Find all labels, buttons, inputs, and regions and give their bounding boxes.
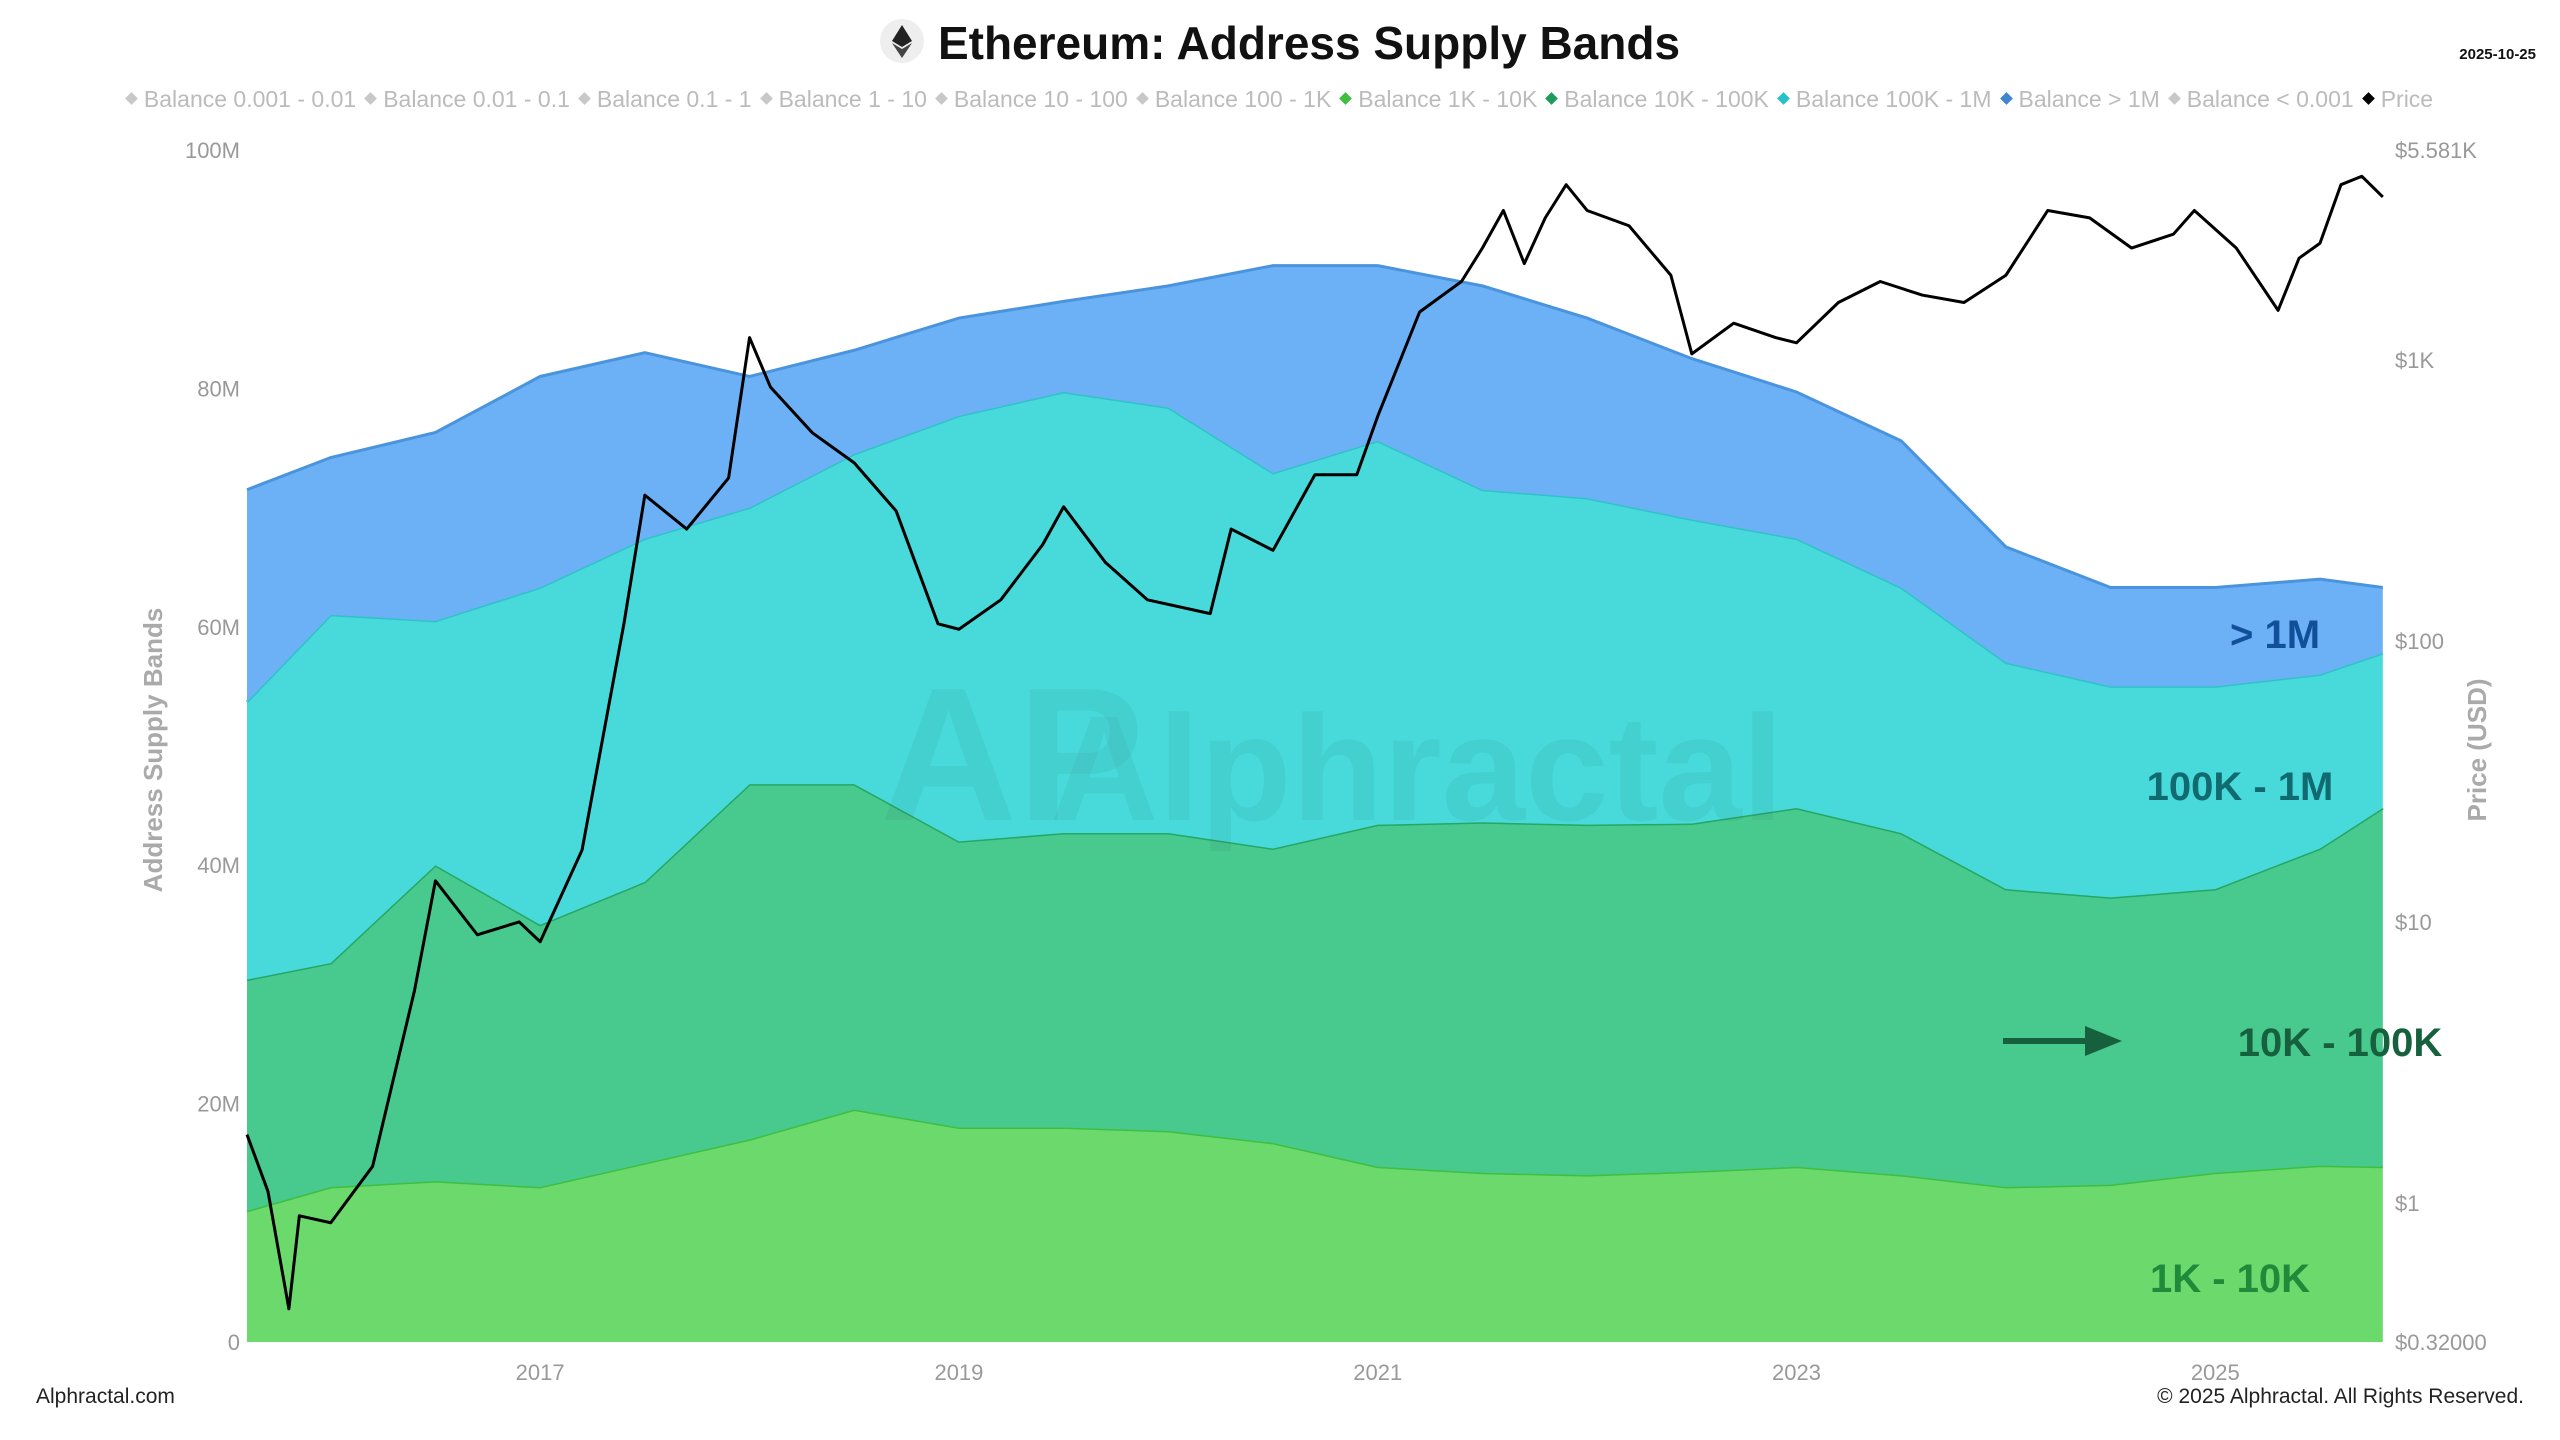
legend-label: Balance > 1M (2018, 86, 2160, 112)
footer-site: Alphractal.com (36, 1385, 175, 1408)
chart-title-text: Ethereum: Address Supply Bands (937, 17, 1681, 69)
legend-item[interactable]: Balance > 1M (1999, 86, 2160, 113)
legend-label: Balance 1 - 10 (778, 86, 927, 112)
y-tick-label: 0 (228, 1330, 240, 1355)
band-annotation: 10K - 100K (2238, 1021, 2443, 1065)
legend: Balance 0.001 - 0.01 Balance 0.01 - 0.1 Ba… (0, 86, 2560, 113)
legend-item[interactable]: Balance 1K - 10K (1339, 86, 1538, 113)
legend-label: Balance 100K - 1M (1795, 86, 1992, 112)
x-tick-label: 2021 (1353, 1360, 1402, 1385)
legend-label: Balance 100 - 1K (1154, 86, 1332, 112)
y2-tick-label: $100 (2395, 629, 2444, 654)
y-tick-label: 60M (197, 615, 240, 640)
y-tick-label: 40M (197, 853, 240, 878)
band-annotation: > 1M (2230, 613, 2320, 657)
area-band-1 (247, 784, 2383, 1211)
area-band-3 (247, 265, 2383, 702)
y2-axis-title: Price (USD) (2462, 678, 2492, 821)
watermark-logo-icon: AP (880, 649, 1144, 861)
legend-item[interactable]: Balance 10 - 100 (935, 86, 1128, 113)
footer-copyright: © 2025 Alphractal. All Rights Reserved. (2157, 1385, 2524, 1408)
x-tick-label: 2025 (2191, 1360, 2240, 1385)
y-tick-label: 80M (197, 376, 240, 401)
price-line (245, 174, 2384, 1311)
legend-label: Balance 0.01 - 0.1 (383, 86, 570, 112)
legend-item[interactable]: Balance < 0.001 (2167, 86, 2354, 113)
legend-label: Balance 1K - 10K (1358, 86, 1538, 112)
chart-title: Ethereum: Address Supply Bands (0, 16, 2560, 70)
y2-tick-label: $10 (2395, 910, 2432, 935)
legend-item[interactable]: Balance 100 - 1K (1135, 86, 1332, 113)
legend-label: Balance 0.1 - 1 (596, 86, 752, 112)
legend-item[interactable]: Balance 0.001 - 0.01 (125, 86, 357, 113)
legend-label: Price (2380, 86, 2434, 112)
ethereum-icon (879, 18, 924, 63)
y2-tick-label: $1K (2395, 348, 2434, 373)
band-annotation: 100K - 1M (2147, 765, 2334, 809)
legend-label: Balance 10K - 100K (1564, 86, 1769, 112)
legend-item[interactable]: Balance 0.1 - 1 (578, 86, 752, 113)
y2-tick-label: $1 (2395, 1191, 2419, 1216)
legend-label: Balance 10 - 100 (953, 86, 1128, 112)
legend-item[interactable]: Price (2361, 86, 2434, 113)
x-tick-label: 2023 (1772, 1360, 1821, 1385)
area-band-edge-3 (246, 264, 2384, 589)
y-axis-title: Address Supply Bands (138, 608, 168, 893)
watermark: Alphractal (1050, 684, 1784, 852)
area-band-0 (247, 1109, 2383, 1342)
y2-tick-label: $5.581K (2395, 138, 2477, 163)
area-band-2 (247, 391, 2383, 980)
arrow-head-icon (2085, 1026, 2122, 1056)
legend-item[interactable]: Balance 100K - 1M (1777, 86, 1992, 113)
x-tick-label: 2017 (516, 1360, 565, 1385)
legend-label: Balance < 0.001 (2186, 86, 2354, 112)
legend-label: Balance 0.001 - 0.01 (143, 86, 357, 112)
legend-item[interactable]: Balance 0.01 - 0.1 (364, 86, 570, 113)
band-annotation: 1K - 10K (2150, 1257, 2310, 1301)
legend-item[interactable]: Balance 10K - 100K (1545, 86, 1769, 113)
y-tick-label: 100M (185, 138, 240, 163)
legend-item[interactable]: Balance 1 - 10 (759, 86, 927, 113)
date-label: 2025-10-25 (2459, 46, 2536, 63)
y-tick-label: 20M (197, 1092, 240, 1117)
y2-tick-label: $0.32000 (2395, 1330, 2487, 1355)
x-tick-label: 2019 (934, 1360, 983, 1385)
